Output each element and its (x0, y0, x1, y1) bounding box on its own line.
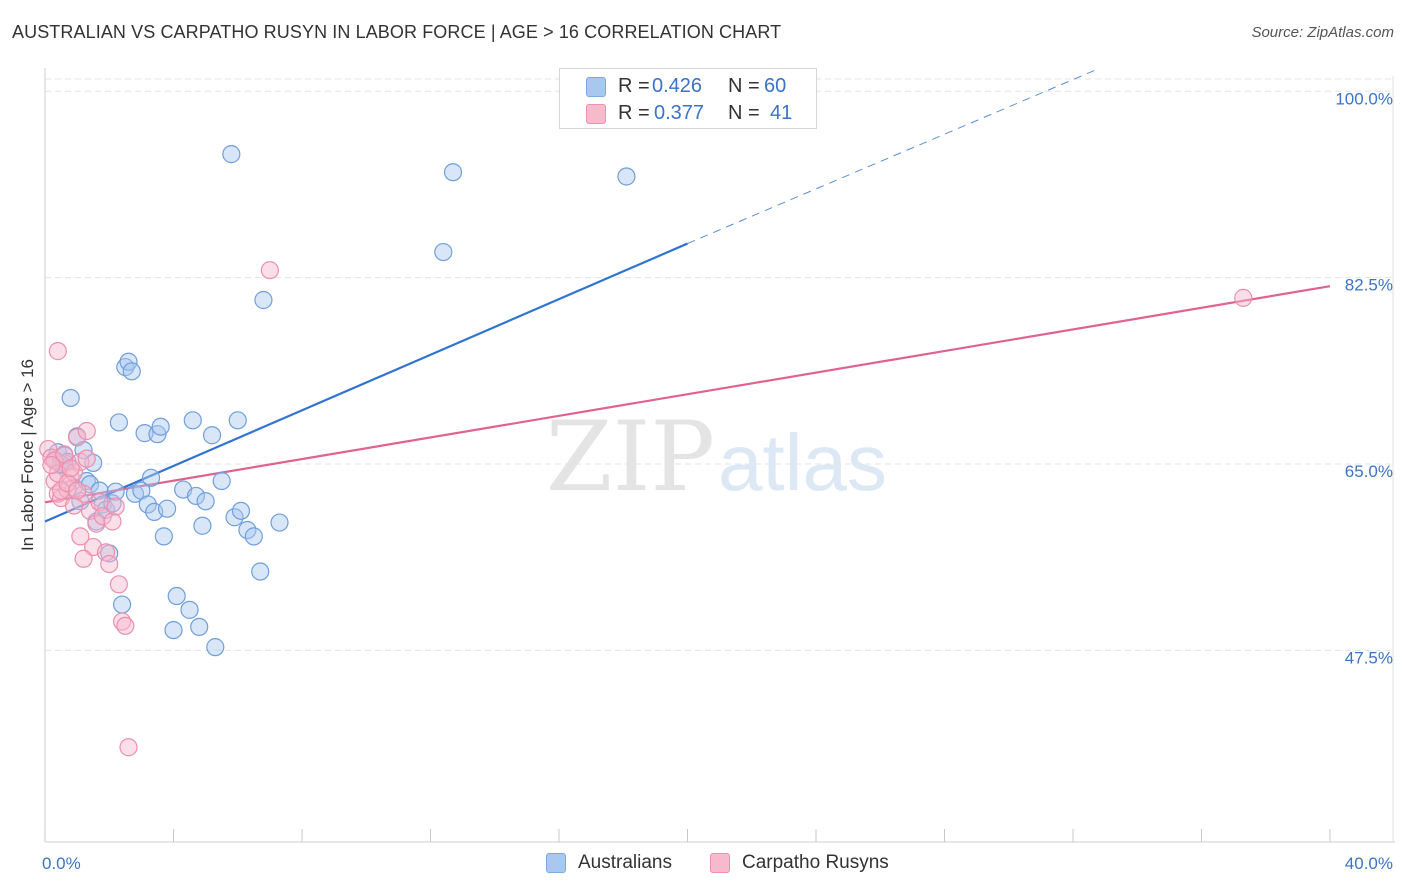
australians-point (112, 595, 132, 614)
carpatho-rusyns-point (109, 575, 128, 594)
x-tick-label: 40.0% (1345, 854, 1393, 873)
watermark-atlas: atlas (718, 418, 887, 507)
watermark-zip: ZIP (546, 401, 715, 513)
carpatho-rusyns-point (64, 496, 84, 515)
carpatho-rusyns-point (119, 738, 138, 757)
n-label: N = (728, 102, 760, 124)
r-value-carpatho-rusyns: 0.377 (654, 102, 705, 124)
australians-point (251, 562, 270, 581)
n-value-australians: 60 (764, 75, 787, 97)
australians-point (135, 424, 154, 443)
australians-point (151, 417, 170, 436)
australians-point (617, 167, 636, 186)
y-tick-label: 100.0% (1335, 89, 1393, 108)
carpatho-rusyns-point (100, 554, 119, 574)
australians-point (138, 495, 157, 514)
y-tick-label: 47.5% (1345, 648, 1393, 667)
australians-point (193, 516, 212, 535)
carpatho-rusyns-point (74, 549, 93, 568)
australians-point (202, 426, 222, 445)
australians-point (254, 290, 273, 310)
carpatho-rusyns-point (1234, 288, 1253, 307)
australians-point (228, 411, 247, 430)
australians-point (231, 501, 251, 520)
australians-trendline (44, 242, 688, 523)
australians-legend-icon (546, 853, 566, 873)
carpatho-rusyns-point (260, 261, 279, 280)
australians-point (270, 513, 289, 532)
australians-point (167, 586, 186, 606)
carpatho-rusyns-swatch-icon (586, 104, 606, 124)
australians-trendline-projection (687, 69, 1096, 245)
carpatho-rusyns-point (87, 514, 106, 533)
legend-label-carpatho-rusyns: Carpatho Rusyns (742, 852, 889, 873)
australians-point (106, 482, 125, 501)
australians-point (244, 527, 263, 546)
carpatho-rusyns-point (51, 481, 71, 500)
australians-point (141, 468, 161, 487)
australians-point (196, 492, 215, 511)
legend-label-australians: Australians (578, 852, 672, 873)
australians-point (183, 411, 202, 430)
stats-legend: R = 0.426 N = 60 R = 0.377 N = 41 (559, 68, 817, 129)
r-label: R = (618, 75, 650, 97)
carpatho-rusyns-point (68, 428, 87, 447)
carpatho-rusyns-point (116, 616, 135, 635)
australians-point (222, 145, 241, 164)
carpatho-rusyns-point (96, 543, 116, 562)
carpatho-rusyns-trendline (44, 285, 1331, 504)
y-tick-label: 82.5% (1345, 276, 1393, 295)
australians-swatch-icon (586, 77, 606, 97)
carpatho-rusyns-point (68, 481, 87, 500)
australians-point (61, 388, 80, 408)
australians-point (122, 362, 141, 381)
australians-point (206, 638, 225, 657)
carpatho-rusyns-legend-icon (710, 853, 730, 873)
carpatho-rusyns-point (42, 455, 61, 475)
australians-point (434, 242, 453, 262)
australians-point (212, 471, 231, 491)
carpatho-rusyns-point (103, 512, 122, 531)
y-axis-label: In Labor Force | Age > 16 (18, 358, 37, 552)
carpatho-rusyns-point (106, 497, 125, 516)
australians-point (443, 163, 463, 182)
australians-point (190, 617, 209, 637)
australians-point (109, 413, 128, 432)
australians-point (186, 486, 206, 506)
chart-title: AUSTRALIAN VS CARPATHO RUSYN IN LABOR FO… (12, 22, 782, 42)
carpatho-rusyns-point (77, 421, 96, 441)
carpatho-rusyns-point (48, 342, 67, 361)
n-label: N = (728, 75, 760, 97)
r-value-australians: 0.426 (652, 75, 703, 97)
australians-point (119, 352, 138, 371)
r-label: R = (618, 102, 650, 124)
source-label: Source: ZipAtlas.com (1251, 24, 1394, 41)
carpatho-rusyns-point (58, 474, 77, 493)
carpatho-rusyns-point (93, 507, 112, 526)
carpatho-rusyns-point (61, 459, 80, 478)
x-tick-label: 0.0% (42, 854, 81, 873)
n-value-carpatho-rusyns: 41 (770, 102, 793, 124)
australians-point (164, 620, 183, 640)
carpatho-rusyns-point (77, 449, 96, 468)
australians-point (157, 499, 177, 518)
carpatho-rusyns-point (71, 527, 90, 546)
y-tick-label: 65.0% (1345, 462, 1393, 481)
australians-point (180, 600, 199, 619)
australians-point (103, 494, 122, 513)
australians-point (154, 527, 173, 546)
